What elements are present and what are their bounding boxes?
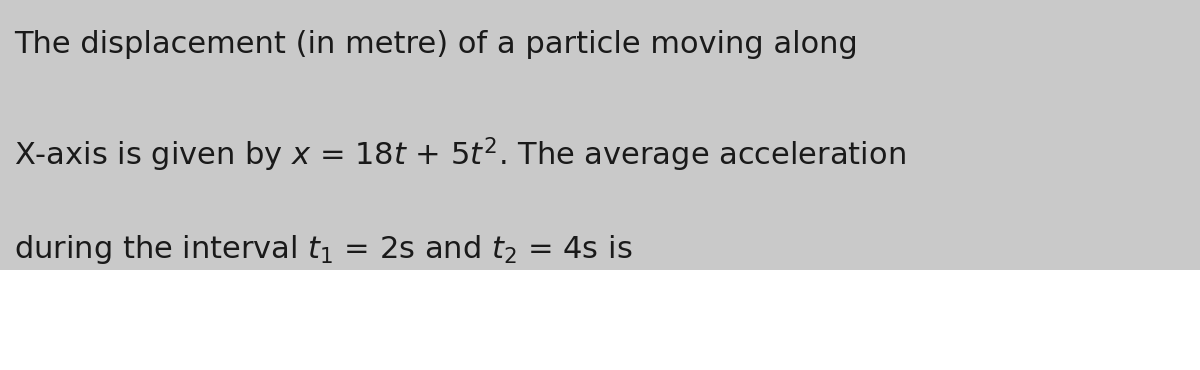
Bar — [0, 270, 1200, 370]
Text: (c) 27 ms$^{-2}$: (c) 27 ms$^{-2}$ — [600, 320, 764, 353]
Text: (a) 13 ms$^{-2}$: (a) 13 ms$^{-2}$ — [14, 320, 181, 353]
Text: during the interval $t_{1}$ = 2s and $t_{2}$ = 4s is: during the interval $t_{1}$ = 2s and $t_… — [14, 233, 632, 266]
Text: The displacement (in metre) of a particle moving along: The displacement (in metre) of a particl… — [14, 30, 858, 58]
Text: (b) 10 ms$^{-2}$: (b) 10 ms$^{-2}$ — [314, 320, 481, 353]
Text: (d) 37 ms$^{-2}$: (d) 37 ms$^{-2}$ — [888, 320, 1055, 353]
Text: X-axis is given by $x$ = 18$t$ + 5$t^{2}$. The average acceleration: X-axis is given by $x$ = 18$t$ + 5$t^{2}… — [14, 135, 906, 174]
